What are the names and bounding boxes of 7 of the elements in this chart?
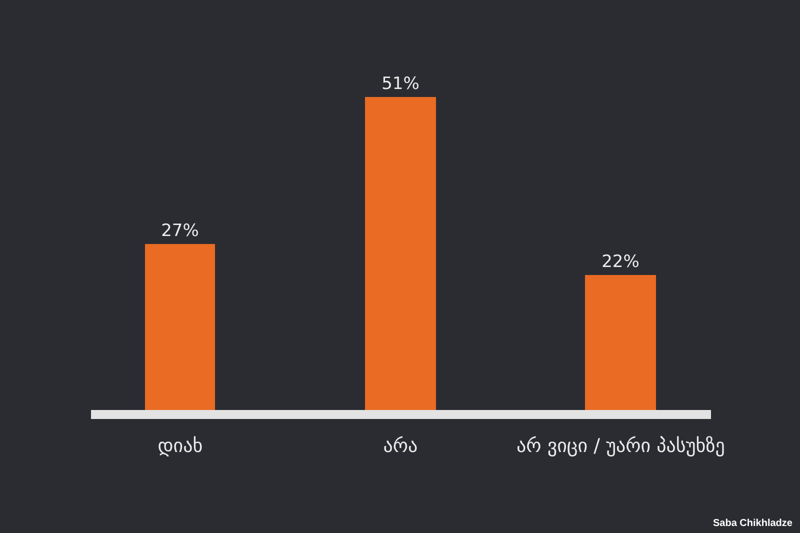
- data-label: 27%: [161, 221, 199, 241]
- x-tick-label: არა: [383, 434, 418, 457]
- data-label: 51%: [382, 74, 420, 94]
- x-tick-label: დიახ: [158, 434, 203, 457]
- data-label: 22%: [602, 252, 640, 272]
- x-tick-label: არ ვიცი / უარი პასუხზე: [516, 434, 725, 457]
- text: Saba Chikhladze: [713, 518, 793, 529]
